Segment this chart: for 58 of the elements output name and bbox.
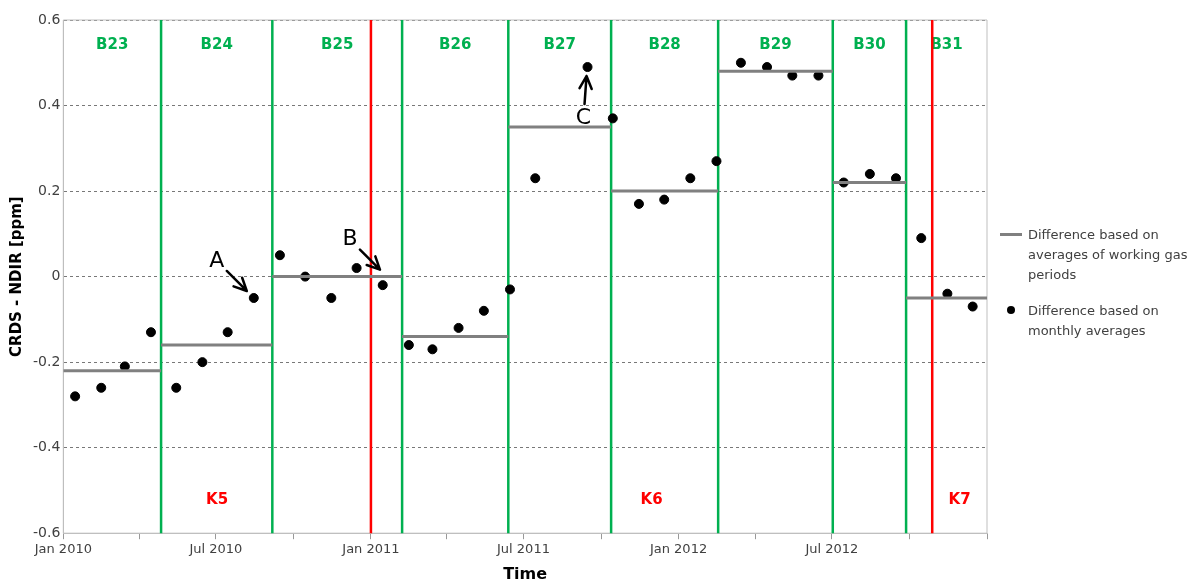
legend-label: Difference based on averages of working gas periods (1028, 226, 1188, 284)
x-axis-title: Time (503, 563, 548, 583)
annotation: B26 (439, 34, 472, 53)
annotation: A (209, 246, 225, 272)
x-tick-label: Jan 2012 (648, 541, 708, 557)
point (711, 156, 722, 167)
point (504, 284, 515, 295)
point (967, 301, 978, 312)
point (864, 168, 875, 179)
point (70, 391, 81, 402)
point (735, 57, 746, 68)
point (171, 382, 182, 393)
point (427, 344, 438, 355)
point (607, 113, 618, 124)
annotation: B24 (200, 34, 233, 53)
annotation: B28 (648, 34, 681, 53)
annotation: K7 (948, 490, 971, 509)
point (222, 327, 233, 338)
point (145, 327, 156, 338)
y-tick-label: 0.2 (38, 181, 61, 198)
y-tick-label: 0.6 (38, 10, 61, 27)
point (96, 382, 107, 393)
point (248, 292, 259, 303)
annotation: B23 (96, 34, 129, 53)
y-tick-label: -0.6 (32, 523, 61, 540)
y-tick-label: -0.4 (32, 438, 61, 455)
annotation: B27 (543, 34, 576, 53)
annotation: K5 (206, 490, 229, 509)
point (685, 173, 696, 184)
point (633, 198, 644, 209)
x-tick-label: Jan 2011 (341, 541, 400, 557)
point (197, 357, 208, 368)
point (377, 280, 388, 291)
y-axis-title: CRDS - NDIR [ppm] (6, 196, 25, 357)
point (582, 62, 593, 73)
point (453, 322, 464, 333)
annotation: B (342, 225, 358, 251)
annotation: B25 (321, 34, 354, 53)
y-tick-label: -0.2 (32, 352, 61, 369)
point (478, 305, 489, 316)
x-tick-label: Jul 2010 (188, 541, 243, 557)
annotation: B30 (853, 34, 886, 53)
point (351, 263, 362, 274)
x-tick-label: Jul 2012 (804, 541, 859, 557)
annotation: K6 (640, 490, 663, 509)
point (274, 250, 285, 261)
annotation: C (575, 103, 592, 129)
annotation: B29 (759, 34, 792, 53)
point (530, 173, 541, 184)
x-tick-label: Jan 2010 (33, 541, 92, 557)
y-tick-label: 0 (51, 267, 61, 284)
point (403, 340, 414, 351)
x-tick-label: Jul 2011 (496, 541, 550, 557)
legend-label: Difference based on monthly averages (1028, 302, 1160, 340)
point (916, 233, 927, 244)
y-tick-label: 0.4 (38, 96, 61, 113)
point (659, 194, 670, 205)
point (326, 292, 337, 303)
